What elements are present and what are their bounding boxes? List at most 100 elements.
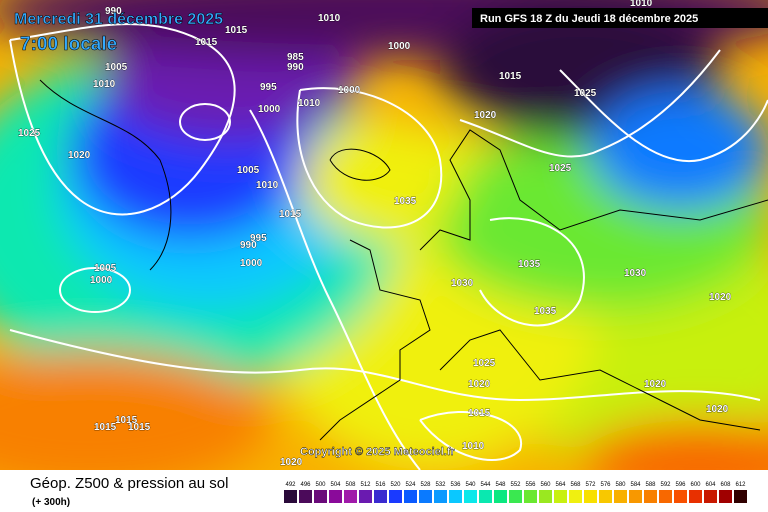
- isobar-label: 1025: [18, 128, 41, 139]
- scale-label: 592: [660, 482, 671, 488]
- isobar-label: 1020: [706, 404, 729, 415]
- color-scale: 492 496 500 504 508 512 516 520 524 528 532 536 540 5…: [284, 482, 747, 503]
- isobar-label: 1005: [237, 165, 260, 176]
- scale-label: 520: [390, 482, 401, 488]
- isobar-label: 990: [287, 62, 304, 73]
- scale-swatch: [479, 490, 492, 503]
- scale-swatch: [719, 490, 732, 503]
- scale-label: 604: [705, 482, 716, 488]
- coastline: [329, 148, 391, 181]
- isobar-label: 1020: [474, 110, 497, 121]
- scale-swatch: [374, 490, 387, 503]
- coastlines: [39, 79, 768, 441]
- scale-swatch: [524, 490, 537, 503]
- isobar-label: 995: [260, 82, 277, 93]
- coastline: [319, 239, 431, 441]
- isobar-label: 1000: [338, 85, 361, 96]
- scale-label: 512: [360, 482, 371, 488]
- scale-swatch: [539, 490, 552, 503]
- coastline: [419, 129, 768, 251]
- isobar-label: 1025: [473, 358, 496, 369]
- scale-label: 576: [600, 482, 611, 488]
- copyright: Copyright © 2025 Meteociel.fr: [300, 446, 456, 458]
- isobar-label: 1000: [388, 41, 411, 52]
- scale-label: 552: [510, 482, 521, 488]
- scale-swatch: [299, 490, 312, 503]
- scale-label: 508: [345, 482, 356, 488]
- scale-swatch: [584, 490, 597, 503]
- valid-date: Mercredi 31 décembre 2025: [14, 11, 223, 28]
- scale-swatch: [284, 490, 297, 503]
- scale-label: 496: [300, 482, 311, 488]
- isobar-label: 1000: [90, 275, 113, 286]
- scale-label: 524: [405, 482, 416, 488]
- isobar: [9, 329, 761, 402]
- isobar-label: 1015: [499, 71, 522, 82]
- isobar-label: 1030: [451, 278, 474, 289]
- footer-title: Géop. Z500 & pression au sol: [30, 475, 228, 492]
- isobar-label: 1035: [394, 196, 417, 207]
- scale-swatch: [599, 490, 612, 503]
- scale-label: 504: [330, 482, 341, 488]
- run-box: [472, 8, 768, 28]
- field: [0, 0, 768, 500]
- isobar-label: 990: [105, 6, 122, 17]
- coastline: [439, 329, 761, 431]
- scale-swatch: [344, 490, 357, 503]
- isobar-label: 1015: [468, 408, 491, 419]
- isobar-label: 1005: [105, 62, 128, 73]
- scale-swatch: [389, 490, 402, 503]
- isobar: [9, 23, 236, 216]
- isobar-label: 1010: [318, 13, 341, 24]
- scale-swatch: [614, 490, 627, 503]
- valid-time: 7:00 locale: [20, 34, 117, 55]
- scale-swatch: [464, 490, 477, 503]
- isobar-label: 1020: [644, 379, 667, 390]
- isobar: [479, 217, 585, 327]
- run-info: Run GFS 18 Z du Jeudi 18 décembre 2025: [480, 13, 698, 25]
- field-blobs: [0, 0, 768, 500]
- isobar-label: 1015: [195, 37, 218, 48]
- scale-swatch: [509, 490, 522, 503]
- scale-swatch: [569, 490, 582, 503]
- isobar-label: 990: [240, 240, 257, 251]
- isobar-label: 1035: [534, 306, 557, 317]
- isobar-label: 1015: [94, 422, 117, 433]
- scale-label: 568: [570, 482, 581, 488]
- isobar: [296, 87, 443, 229]
- scale-swatch: [659, 490, 672, 503]
- isobar: [419, 411, 523, 461]
- isobar-label: 985: [287, 52, 304, 63]
- isobar: [59, 267, 131, 313]
- scale-label: 564: [555, 482, 566, 488]
- scale-label: 500: [315, 482, 326, 488]
- isobar-label: 1020: [468, 379, 491, 390]
- isobars: [9, 23, 768, 471]
- scale-swatch: [704, 490, 717, 503]
- isobar-label: 995: [250, 233, 267, 244]
- scale-swatch: [449, 490, 462, 503]
- scale-label: 548: [495, 482, 506, 488]
- scale-label: 572: [585, 482, 596, 488]
- scale-label: 540: [465, 482, 476, 488]
- scale-label: 556: [525, 482, 536, 488]
- isobar-label: 1000: [258, 104, 281, 115]
- scale-swatch: [629, 490, 642, 503]
- isobar: [459, 49, 721, 158]
- isobar-label: 1030: [624, 268, 647, 279]
- scale-label: 584: [630, 482, 641, 488]
- isobar-label: 1015: [128, 422, 151, 433]
- scale-swatch: [329, 490, 342, 503]
- scale-swatch: [689, 490, 702, 503]
- scale-label: 608: [720, 482, 731, 488]
- scale-swatch: [644, 490, 657, 503]
- scale-swatch: [404, 490, 417, 503]
- isobar-label: 1010: [256, 180, 279, 191]
- isobar: [559, 69, 768, 163]
- scale-label: 492: [285, 482, 296, 488]
- isobar-label: 1035: [518, 259, 541, 270]
- scale-swatch: [359, 490, 372, 503]
